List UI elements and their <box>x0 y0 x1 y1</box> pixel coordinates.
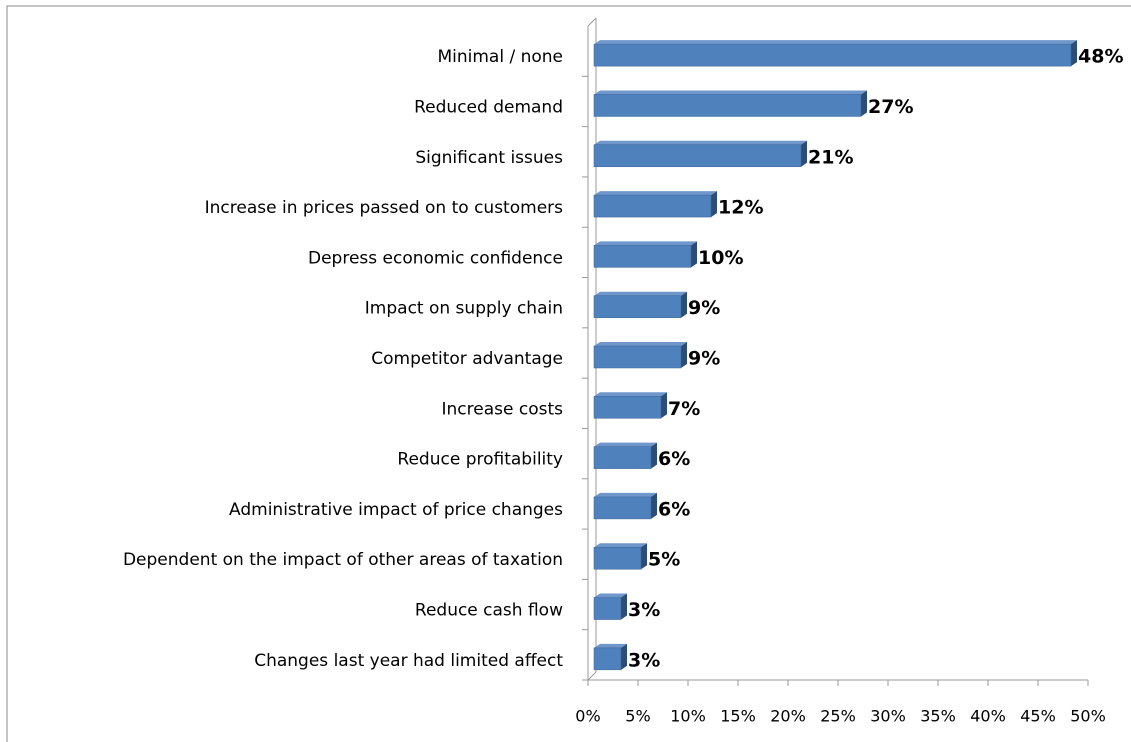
bar-face <box>593 496 652 520</box>
y-tick-label: Significant issues <box>415 148 563 168</box>
bar <box>593 140 807 168</box>
bar-face <box>593 345 682 369</box>
bar-face <box>594 291 687 296</box>
bar <box>593 643 627 671</box>
bar-face <box>801 140 807 167</box>
bar <box>593 342 687 369</box>
bar-face <box>621 643 627 670</box>
bar-face <box>621 593 627 620</box>
y-tick-label: Impact on supply chain <box>365 299 563 319</box>
bar-face <box>681 291 687 318</box>
x-tick-label: 20% <box>770 707 806 726</box>
y-tick-label: Increase in prices passed on to customer… <box>205 198 563 218</box>
bar-face <box>593 396 662 419</box>
x-tick-label: 50% <box>1070 707 1106 726</box>
bar-face <box>651 442 657 469</box>
x-tick-label: 40% <box>970 707 1006 726</box>
x-tick-label: 5% <box>625 707 650 726</box>
bar-face <box>651 492 657 519</box>
x-tick-label: 0% <box>575 707 600 726</box>
y-tick-label: Minimal / none <box>437 47 563 67</box>
bar-face <box>594 241 697 246</box>
value-label: 9% <box>688 297 720 319</box>
value-label: 3% <box>628 599 660 621</box>
axis-edge <box>587 671 597 681</box>
y-tick-label: Depress economic confidence <box>308 248 563 268</box>
y-tick-label: Reduce cash flow <box>415 601 563 621</box>
bar-face <box>593 597 622 620</box>
bar-face <box>594 392 667 397</box>
y-tick-label: Reduced demand <box>414 97 563 117</box>
x-tick-label: 35% <box>920 707 956 726</box>
bar-face <box>661 392 667 419</box>
bar <box>593 241 697 268</box>
x-tick-label: 30% <box>870 707 906 726</box>
bar-face <box>861 90 867 117</box>
value-label: 27% <box>868 96 913 118</box>
bar-face <box>593 144 802 168</box>
value-label: 5% <box>648 549 680 571</box>
bar-face <box>594 543 647 548</box>
bar <box>593 392 667 419</box>
bar-face <box>594 593 627 598</box>
value-label: 9% <box>688 348 720 370</box>
bar-face <box>593 647 622 671</box>
axis-edge <box>587 17 597 27</box>
bar-face <box>691 241 697 268</box>
y-tick-label: Competitor advantage <box>371 349 563 369</box>
bar-face <box>711 191 717 218</box>
value-label: 10% <box>698 247 743 269</box>
bar-face <box>593 43 1072 67</box>
y-tick-label: Reduce profitability <box>397 450 563 470</box>
bar-face <box>593 295 682 318</box>
value-label: 48% <box>1078 46 1123 68</box>
x-tick-label: 10% <box>670 707 706 726</box>
bar-face <box>594 40 1077 45</box>
bar <box>593 442 657 469</box>
bar-face <box>594 643 627 648</box>
value-label: 7% <box>668 398 700 420</box>
bar-face <box>594 492 657 497</box>
bar-face <box>594 90 867 95</box>
bar-face <box>594 342 687 346</box>
value-label: 6% <box>658 498 690 520</box>
x-tick-label: 25% <box>820 707 856 726</box>
bar-face <box>594 140 807 145</box>
bar-face <box>593 245 692 268</box>
bar-face <box>1071 40 1077 67</box>
bar-face <box>593 94 862 117</box>
bar <box>593 40 1077 67</box>
bar-face <box>594 442 657 447</box>
bar-face <box>593 194 712 218</box>
bar <box>593 291 687 318</box>
bar <box>593 492 657 520</box>
bar <box>593 543 647 570</box>
bar <box>593 593 627 620</box>
bar-face <box>681 342 687 368</box>
value-label: 3% <box>628 649 660 671</box>
frame <box>6 5 1131 742</box>
bar-face <box>594 191 717 196</box>
y-tick-label: Administrative impact of price changes <box>229 500 563 520</box>
x-tick-label: 15% <box>720 707 756 726</box>
bar <box>593 191 717 218</box>
y-tick-label: Increase costs <box>442 399 564 419</box>
bar <box>593 90 867 117</box>
bar-face <box>593 546 642 570</box>
bar-face <box>641 543 647 570</box>
x-tick-label: 45% <box>1020 707 1056 726</box>
value-label: 6% <box>658 448 690 470</box>
y-tick-label: Dependent on the impact of other areas o… <box>123 550 563 570</box>
bar-face <box>593 446 652 469</box>
value-label: 12% <box>718 197 763 219</box>
value-label: 21% <box>808 146 853 168</box>
y-tick-label: Changes last year had limited affect <box>254 651 563 671</box>
